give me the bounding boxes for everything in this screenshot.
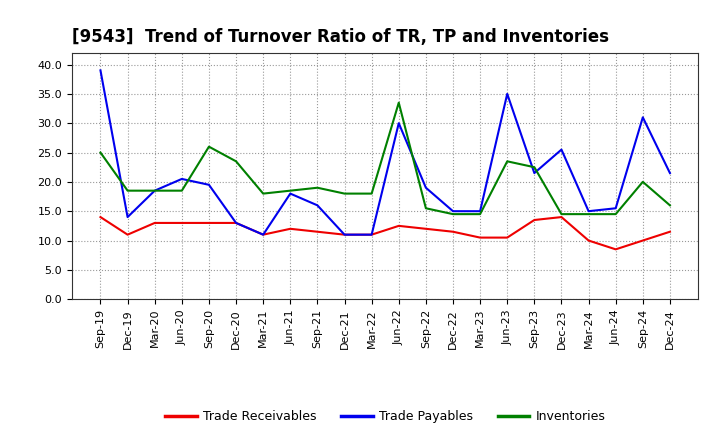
Trade Payables: [96, 68, 105, 73]
Trade Receivables: [395, 223, 403, 228]
Inventories: [367, 191, 376, 196]
Trade Payables: [503, 91, 511, 96]
Trade Payables: [665, 170, 674, 176]
Inventories: [259, 191, 268, 196]
Trade Payables: [313, 203, 322, 208]
Inventories: [584, 212, 593, 217]
Inventories: [503, 159, 511, 164]
Inventories: [204, 144, 213, 149]
Line: Trade Payables: Trade Payables: [101, 70, 670, 235]
Inventories: [123, 188, 132, 193]
Trade Receivables: [313, 229, 322, 235]
Trade Receivables: [421, 226, 430, 231]
Trade Receivables: [476, 235, 485, 240]
Inventories: [150, 188, 159, 193]
Inventories: [232, 159, 240, 164]
Trade Payables: [367, 232, 376, 237]
Inventories: [395, 100, 403, 105]
Line: Trade Receivables: Trade Receivables: [101, 217, 670, 249]
Trade Payables: [204, 182, 213, 187]
Trade Payables: [611, 205, 620, 211]
Trade Receivables: [557, 214, 566, 220]
Trade Receivables: [123, 232, 132, 237]
Trade Receivables: [639, 238, 647, 243]
Trade Payables: [557, 147, 566, 152]
Trade Payables: [395, 121, 403, 126]
Inventories: [313, 185, 322, 191]
Legend: Trade Receivables, Trade Payables, Inventories: Trade Receivables, Trade Payables, Inven…: [161, 406, 610, 429]
Inventories: [178, 188, 186, 193]
Trade Payables: [259, 232, 268, 237]
Inventories: [476, 212, 485, 217]
Trade Payables: [150, 188, 159, 193]
Trade Payables: [476, 209, 485, 214]
Trade Receivables: [96, 214, 105, 220]
Inventories: [665, 203, 674, 208]
Text: [9543]  Trend of Turnover Ratio of TR, TP and Inventories: [9543] Trend of Turnover Ratio of TR, TP…: [72, 28, 609, 46]
Line: Inventories: Inventories: [101, 103, 670, 214]
Trade Payables: [178, 176, 186, 182]
Inventories: [449, 212, 457, 217]
Inventories: [530, 165, 539, 170]
Trade Payables: [530, 170, 539, 176]
Trade Payables: [341, 232, 349, 237]
Inventories: [639, 179, 647, 184]
Inventories: [421, 205, 430, 211]
Trade Payables: [286, 191, 294, 196]
Inventories: [341, 191, 349, 196]
Trade Receivables: [232, 220, 240, 226]
Inventories: [96, 150, 105, 155]
Trade Payables: [584, 209, 593, 214]
Inventories: [286, 188, 294, 193]
Trade Receivables: [150, 220, 159, 226]
Inventories: [557, 212, 566, 217]
Trade Receivables: [178, 220, 186, 226]
Inventories: [611, 212, 620, 217]
Trade Receivables: [665, 229, 674, 235]
Trade Receivables: [367, 232, 376, 237]
Trade Receivables: [503, 235, 511, 240]
Trade Receivables: [259, 232, 268, 237]
Trade Receivables: [204, 220, 213, 226]
Trade Receivables: [584, 238, 593, 243]
Trade Receivables: [530, 217, 539, 223]
Trade Receivables: [341, 232, 349, 237]
Trade Payables: [639, 115, 647, 120]
Trade Receivables: [611, 247, 620, 252]
Trade Receivables: [449, 229, 457, 235]
Trade Receivables: [286, 226, 294, 231]
Trade Payables: [421, 185, 430, 191]
Trade Payables: [232, 220, 240, 226]
Trade Payables: [449, 209, 457, 214]
Trade Payables: [123, 214, 132, 220]
